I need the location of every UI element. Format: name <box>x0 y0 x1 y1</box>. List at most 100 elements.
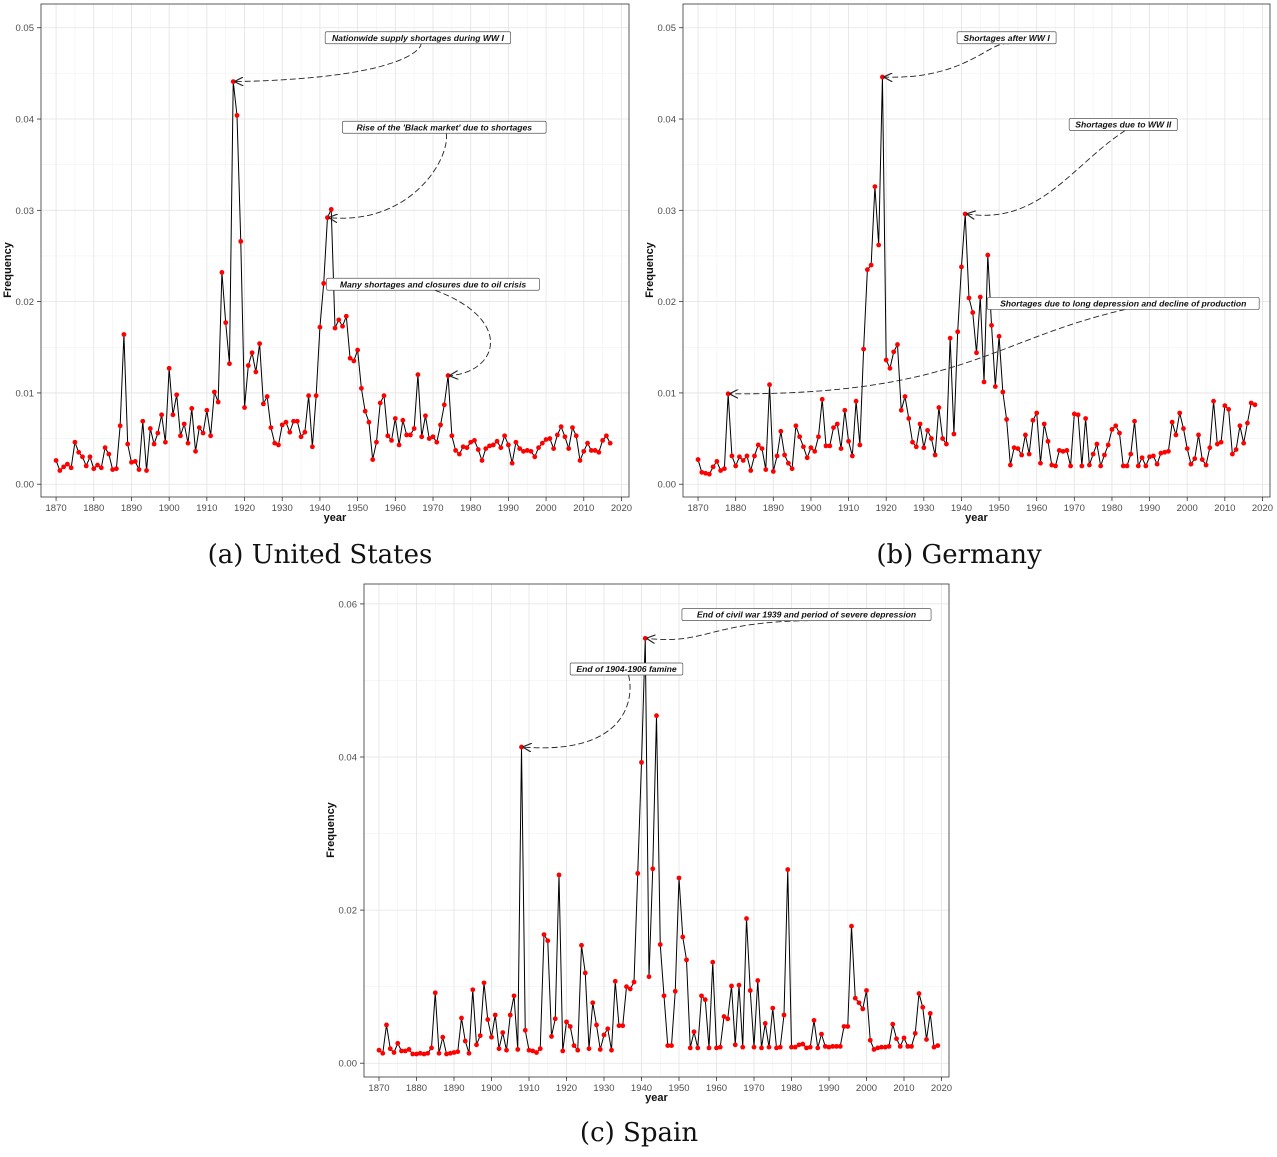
data-point <box>389 437 394 443</box>
data-point <box>857 442 863 448</box>
x-tick-label: 1990 <box>818 1083 839 1094</box>
data-point <box>313 393 319 399</box>
panel-border <box>682 3 1271 498</box>
x-tick-label: 1980 <box>781 1083 802 1094</box>
data-point <box>1241 440 1247 446</box>
data-point <box>951 431 957 437</box>
data-point <box>603 433 609 439</box>
data-point <box>472 437 477 443</box>
data-point <box>406 1047 412 1052</box>
data-point <box>423 413 428 419</box>
data-point <box>774 1045 779 1051</box>
data-point <box>1038 460 1043 466</box>
data-point <box>977 294 983 300</box>
y-tick-label: 0.00 <box>339 1059 358 1070</box>
x-tick-label: 1870 <box>46 503 67 514</box>
data-point <box>744 453 750 459</box>
data-point <box>577 458 583 463</box>
data-point <box>347 355 353 361</box>
y-tick-label: 0.00 <box>658 480 677 491</box>
data-point <box>778 428 784 434</box>
data-point <box>129 459 134 465</box>
data-point <box>302 429 308 435</box>
x-tick-label: 1920 <box>876 503 897 514</box>
data-point <box>204 407 210 413</box>
data-point <box>155 430 161 436</box>
data-point <box>1045 438 1051 444</box>
data-point <box>947 335 953 341</box>
data-point <box>399 1048 404 1054</box>
data-point <box>455 1049 461 1055</box>
data-point <box>549 1034 554 1039</box>
data-point <box>1203 462 1209 468</box>
data-point <box>411 426 417 431</box>
data-point <box>98 465 104 471</box>
data-point <box>57 468 63 473</box>
x-axis-title: year <box>965 512 988 524</box>
x-tick-label: 1920 <box>556 1083 577 1094</box>
data-point <box>898 407 904 413</box>
data-point <box>822 1043 828 1049</box>
x-tick-label: 1880 <box>725 503 746 514</box>
plot-background <box>683 4 1270 497</box>
data-point <box>702 997 708 1003</box>
data-point <box>451 1050 457 1055</box>
data-point <box>573 433 579 439</box>
data-point <box>380 1050 386 1056</box>
data-point <box>1004 416 1010 422</box>
data-point <box>1034 410 1040 416</box>
y-axis-title: Frequency <box>644 241 656 298</box>
data-point <box>920 1004 926 1010</box>
data-point <box>703 470 708 476</box>
data-point <box>436 1050 442 1056</box>
data-point <box>912 1030 918 1036</box>
data-point <box>336 317 342 323</box>
data-point <box>211 389 217 395</box>
data-point <box>860 1006 866 1012</box>
data-point <box>460 444 466 450</box>
x-tick-label: 2010 <box>893 1083 914 1094</box>
data-point <box>294 418 300 424</box>
data-point <box>748 468 754 473</box>
x-tick-label: 1960 <box>1026 503 1047 514</box>
data-point <box>955 329 961 335</box>
data-point <box>487 443 492 449</box>
x-tick-label: 2000 <box>856 1083 877 1094</box>
data-point <box>616 1023 622 1029</box>
data-point <box>1226 406 1232 412</box>
data-point <box>721 1014 727 1019</box>
data-point <box>419 434 425 440</box>
data-point <box>596 449 602 455</box>
data-point <box>752 453 757 459</box>
caption-spain: (c) Spain <box>579 1118 699 1148</box>
data-point <box>121 332 127 337</box>
data-point <box>687 1045 693 1051</box>
x-tick-label: 2010 <box>573 503 594 514</box>
data-point <box>517 446 523 452</box>
data-point <box>902 394 908 399</box>
data-point <box>362 408 368 414</box>
data-point <box>868 262 874 268</box>
data-point <box>827 443 833 449</box>
data-point <box>505 442 511 448</box>
data-point <box>1075 412 1081 418</box>
data-point <box>95 462 100 468</box>
data-point <box>564 1019 569 1025</box>
data-point <box>714 1045 719 1051</box>
data-point <box>479 458 485 463</box>
data-point <box>883 357 889 363</box>
data-point <box>861 346 867 352</box>
data-point <box>856 1000 862 1006</box>
data-point <box>792 1044 798 1050</box>
data-point <box>519 744 524 750</box>
data-point <box>970 310 976 315</box>
y-tick-label: 0.01 <box>658 388 677 399</box>
data-point <box>417 1050 423 1056</box>
data-point <box>492 1012 498 1018</box>
annotation-label: Rise of the 'Black market' due to shorta… <box>357 122 533 132</box>
plot-background <box>41 4 629 497</box>
data-point <box>466 1050 472 1056</box>
x-axis-title: year <box>324 512 347 524</box>
data-point <box>440 1034 446 1040</box>
